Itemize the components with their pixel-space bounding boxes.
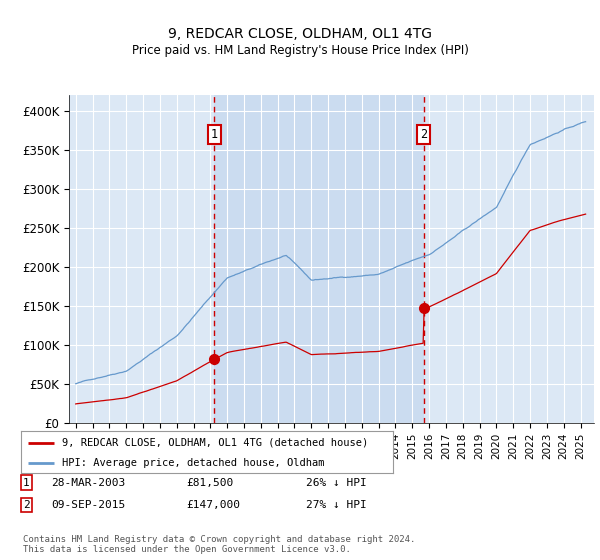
Text: 28-MAR-2003: 28-MAR-2003 [51,478,125,488]
Text: Contains HM Land Registry data © Crown copyright and database right 2024.
This d: Contains HM Land Registry data © Crown c… [23,535,415,554]
Text: HPI: Average price, detached house, Oldham: HPI: Average price, detached house, Oldh… [62,458,325,468]
Text: 27% ↓ HPI: 27% ↓ HPI [306,500,367,510]
Text: £81,500: £81,500 [186,478,233,488]
Text: Price paid vs. HM Land Registry's House Price Index (HPI): Price paid vs. HM Land Registry's House … [131,44,469,57]
Text: 1: 1 [23,478,29,488]
Bar [214,95,424,423]
Text: 9, REDCAR CLOSE, OLDHAM, OL1 4TG: 9, REDCAR CLOSE, OLDHAM, OL1 4TG [168,27,432,41]
Text: £147,000: £147,000 [186,500,240,510]
Text: 1: 1 [211,128,218,141]
Text: 2: 2 [23,500,29,510]
Text: 9, REDCAR CLOSE, OLDHAM, OL1 4TG (detached house): 9, REDCAR CLOSE, OLDHAM, OL1 4TG (detach… [62,438,368,448]
Text: 09-SEP-2015: 09-SEP-2015 [51,500,125,510]
Text: 2: 2 [421,128,427,141]
Text: 26% ↓ HPI: 26% ↓ HPI [306,478,367,488]
